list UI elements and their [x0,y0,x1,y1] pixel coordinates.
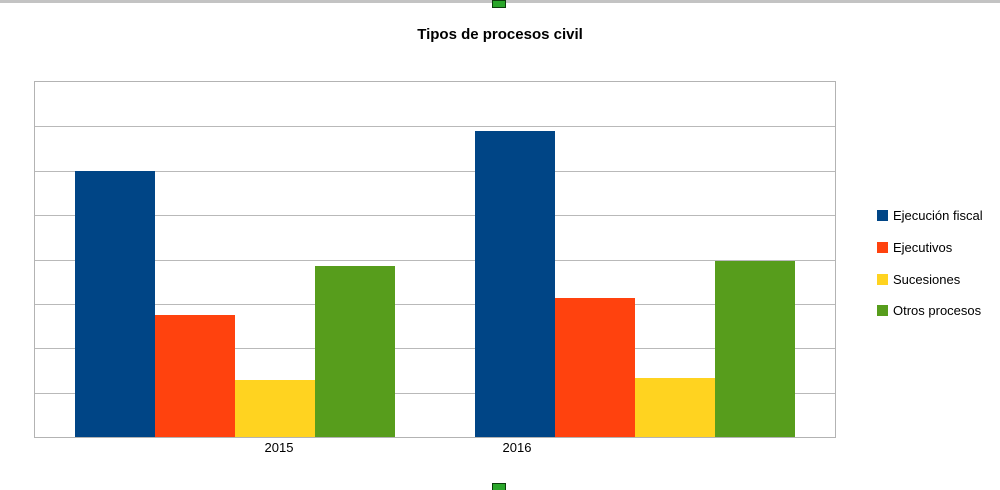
bar-2015-otros-procesos[interactable] [315,266,395,437]
bar-2015-ejecutivos[interactable] [155,315,235,437]
y-gridline [35,303,835,305]
x-axis-label-2015: 2015 [264,440,294,455]
legend-item: Otros procesos [877,295,983,327]
legend-label: Sucesiones [893,271,961,287]
legend-swatch-sucesiones-icon [877,273,888,285]
bar-2016-otros-procesos[interactable] [715,261,795,437]
legend-item: Ejecutivos [877,232,983,264]
legend-item: Sucesiones [877,263,983,295]
y-gridline [35,126,835,128]
legend-label: Otros procesos [893,303,982,319]
bar-2016-ejecución-fiscal[interactable] [475,131,555,437]
chart-title: Tipos de procesos civil [417,26,583,43]
bar-2015-ejecución-fiscal[interactable] [75,171,155,437]
legend-item: Ejecución fiscal [877,200,983,232]
legend-swatch-otros-procesos-icon [877,305,888,317]
legend-label: Ejecutivos [893,240,953,256]
legend-label: Ejecución fiscal [893,208,983,224]
y-gridline [35,259,835,261]
selection-handle-bottom[interactable] [492,483,506,490]
y-gridline [35,392,835,394]
plot-area [34,81,836,438]
legend: Ejecución fiscal Ejecutivos Sucesiones O… [877,200,983,327]
legend-swatch-ejecutivos-icon [877,242,888,254]
y-gridline [35,170,835,172]
selection-handle-top[interactable] [492,0,506,8]
bar-2016-sucesiones[interactable] [635,378,715,437]
x-axis-label-2016: 2016 [502,440,532,455]
bar-2015-sucesiones[interactable] [235,380,315,437]
legend-swatch-ejecucion-fiscal-icon [877,210,888,222]
bar-2016-ejecutivos[interactable] [555,298,635,437]
y-gridline [35,348,835,350]
y-gridline [35,215,835,217]
